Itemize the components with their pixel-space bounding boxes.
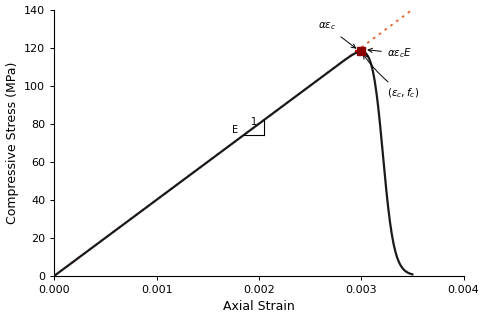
Y-axis label: Compressive Stress (MPa): Compressive Stress (MPa) <box>5 62 18 224</box>
X-axis label: Axial Strain: Axial Strain <box>223 300 294 314</box>
Text: E: E <box>232 125 238 135</box>
Text: $\alpha\varepsilon_c$: $\alpha\varepsilon_c$ <box>318 21 355 48</box>
Text: $\alpha\varepsilon_c E$: $\alpha\varepsilon_c E$ <box>367 46 411 60</box>
Text: $(\varepsilon_c,f_c)$: $(\varepsilon_c,f_c)$ <box>363 55 418 100</box>
Text: 1: 1 <box>250 117 257 127</box>
